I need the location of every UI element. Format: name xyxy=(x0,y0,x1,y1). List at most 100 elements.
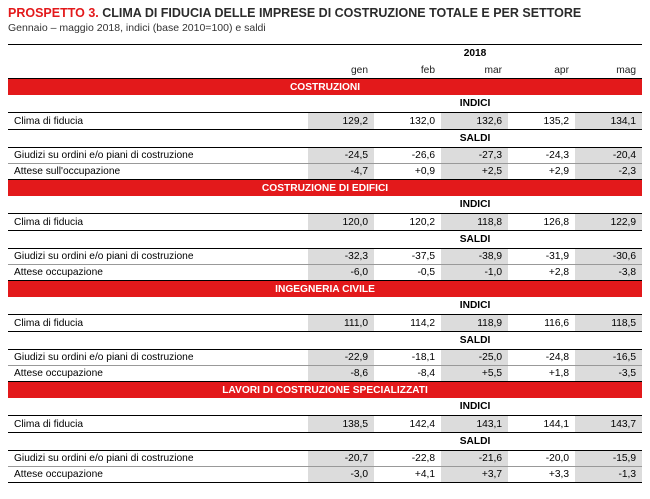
row-value: -8,6 xyxy=(308,365,374,382)
row-value: 135,2 xyxy=(508,112,575,130)
row-value: +4,1 xyxy=(374,466,441,483)
row-value: -38,9 xyxy=(441,248,508,265)
table-row: Attese occupazione -6,0 -0,5 -1,0 +2,8 -3,8 xyxy=(8,264,643,281)
table-row: Attese sull'occupazione -4,7 +0,9 +2,5 +2,9-… xyxy=(8,163,643,180)
row-label: Attese occupazione xyxy=(8,365,308,382)
page-title: PROSPETTO 3. CLIMA DI FIDUCIA DELLE IMPR… xyxy=(8,6,581,20)
saldi-header: SALDI xyxy=(308,432,643,451)
row-label: Clima di fiducia xyxy=(8,314,308,332)
row-value: 138,5 xyxy=(308,415,374,433)
row-label: Attese sull'occupazione xyxy=(8,163,308,180)
table-body: 2018 gen feb mar apr mag COSTRUZIONI INDICI Cl… xyxy=(8,44,643,483)
row-label: Attese occupazione xyxy=(8,466,308,483)
table-row: Clima di fiducia 111,0 114,2 118,9 116,6 118,… xyxy=(8,314,643,332)
row-value: -3,5 xyxy=(575,365,643,382)
indici-header: INDICI xyxy=(308,95,643,113)
table-row: Giudizi su ordini e/o piani di costruzio… xyxy=(8,248,643,265)
row-value: -4,7 xyxy=(308,163,374,180)
row-value: -1,3 xyxy=(575,466,643,483)
table-row: Giudizi su ordini e/o piani di costruzio… xyxy=(8,147,643,164)
row-value: -22,8 xyxy=(374,450,441,467)
sector-header-row: COSTRUZIONI xyxy=(8,78,643,95)
title-number: PROSPETTO 3. xyxy=(8,6,99,20)
row-value: +2,9 xyxy=(508,163,575,180)
row-value: -26,6 xyxy=(374,147,441,164)
sector-header-row: COSTRUZIONE DI EDIFICI xyxy=(8,179,643,196)
row-value: -20,0 xyxy=(508,450,575,467)
row-value: -37,5 xyxy=(374,248,441,265)
row-value: +5,5 xyxy=(441,365,508,382)
row-value: -22,9 xyxy=(308,349,374,366)
row-value: 118,8 xyxy=(441,213,508,231)
row-value: -24,3 xyxy=(508,147,575,164)
row-value: 120,2 xyxy=(374,213,441,231)
row-label: Giudizi su ordini e/o piani di costruzio… xyxy=(8,450,308,467)
row-value: 114,2 xyxy=(374,314,441,332)
row-value: 118,9 xyxy=(441,314,508,332)
row-value: +2,8 xyxy=(508,264,575,281)
saldi-header-row: SALDI xyxy=(8,230,643,249)
sector-title: COSTRUZIONE DI EDIFICI xyxy=(8,179,643,196)
indici-header: INDICI xyxy=(308,196,643,214)
row-value: -2,3 xyxy=(575,163,643,180)
row-value: 134,1 xyxy=(575,112,643,130)
year-header: 2018 xyxy=(308,44,643,62)
row-value: -24,8 xyxy=(508,349,575,366)
row-value: -1,0 xyxy=(441,264,508,281)
row-value: 118,5 xyxy=(575,314,643,332)
row-value: -6,0 xyxy=(308,264,374,281)
table-row: Attese occupazione -8,6 -8,4 +5,5 +1,8 -3,5 xyxy=(8,365,643,382)
indici-header-spacer xyxy=(8,297,308,315)
row-value: 143,1 xyxy=(441,415,508,433)
table-row: Clima di fiducia 129,2 132,0 132,6 135,2 134,… xyxy=(8,112,643,130)
row-label: Giudizi su ordini e/o piani di costruzio… xyxy=(8,147,308,164)
row-value: 126,8 xyxy=(508,213,575,231)
row-label: Clima di fiducia xyxy=(8,415,308,433)
row-label: Giudizi su ordini e/o piani di costruzio… xyxy=(8,349,308,366)
months-header-row: gen feb mar apr mag xyxy=(8,62,642,79)
saldi-header-row: SALDI xyxy=(8,331,643,350)
indici-header-row: INDICI xyxy=(8,196,643,214)
row-value: -30,6 xyxy=(575,248,643,265)
row-value: -8,4 xyxy=(374,365,441,382)
row-value: -24,5 xyxy=(308,147,374,164)
month-header: apr xyxy=(554,64,569,76)
indici-header-spacer xyxy=(8,398,308,416)
row-value: -25,0 xyxy=(441,349,508,366)
indici-header-row: INDICI xyxy=(8,297,643,315)
saldi-header-spacer xyxy=(8,230,308,249)
saldi-header-spacer xyxy=(8,129,308,148)
indici-header-row: INDICI xyxy=(8,95,643,113)
sector-title: COSTRUZIONI xyxy=(8,78,643,95)
confidence-table: 2018 gen feb mar apr mag COSTRUZIONI INDICI Cl… xyxy=(8,44,643,483)
row-value: 132,6 xyxy=(441,112,508,130)
row-value: 122,9 xyxy=(575,213,643,231)
indici-header: INDICI xyxy=(308,398,643,416)
row-value: -20,4 xyxy=(575,147,643,164)
row-value: 120,0 xyxy=(308,213,374,231)
row-value: +0,9 xyxy=(374,163,441,180)
page-subtitle: Gennaio – maggio 2018, indici (base 2010… xyxy=(8,22,266,34)
row-value: 116,6 xyxy=(508,314,575,332)
indici-header-spacer xyxy=(8,196,308,214)
saldi-header: SALDI xyxy=(308,230,643,249)
row-label: Giudizi su ordini e/o piani di costruzio… xyxy=(8,248,308,265)
month-header: mar xyxy=(484,64,502,76)
row-value: -18,1 xyxy=(374,349,441,366)
saldi-header-row: SALDI xyxy=(8,129,643,148)
row-value: 132,0 xyxy=(374,112,441,130)
row-value: -3,0 xyxy=(308,466,374,483)
row-value: -20,7 xyxy=(308,450,374,467)
title-text: CLIMA DI FIDUCIA DELLE IMPRESE DI COSTRU… xyxy=(98,6,582,20)
indici-header-row: INDICI xyxy=(8,398,643,416)
saldi-header-spacer xyxy=(8,432,308,451)
row-label: Clima di fiducia xyxy=(8,112,308,130)
row-value: -27,3 xyxy=(441,147,508,164)
row-value: -15,9 xyxy=(575,450,643,467)
table-row: Attese occupazione -3,0 +4,1 +3,7 +3,3 -1,3 xyxy=(8,466,643,483)
indici-header: INDICI xyxy=(308,297,643,315)
row-value: 144,1 xyxy=(508,415,575,433)
row-value: 143,7 xyxy=(575,415,643,433)
sector-title: INGEGNERIA CIVILE xyxy=(8,280,643,297)
